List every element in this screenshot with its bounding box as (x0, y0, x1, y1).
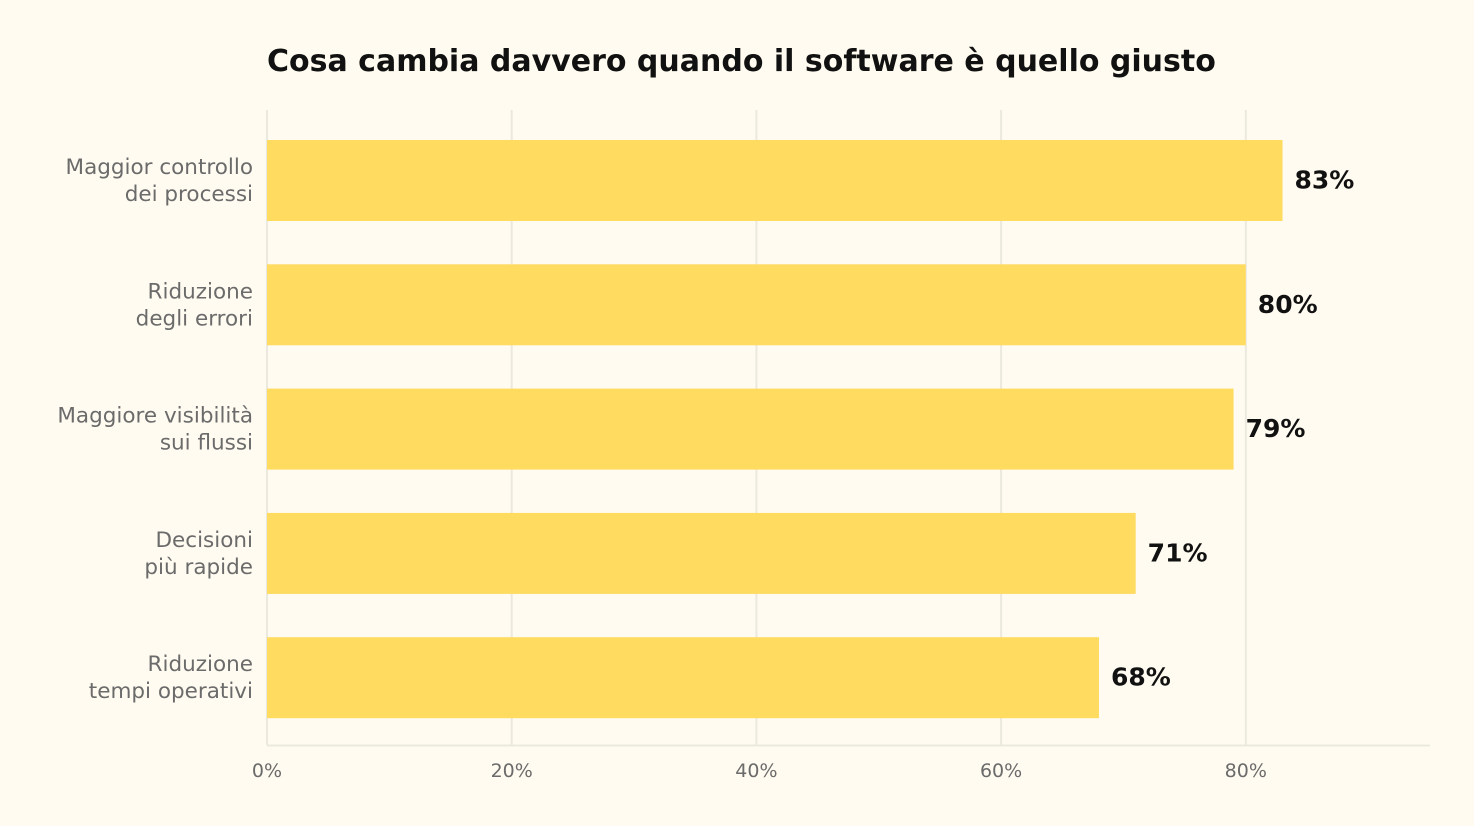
x-tick-label: 20% (491, 760, 533, 782)
bar (267, 140, 1283, 221)
chart-title: Cosa cambia davvero quando il software è… (267, 44, 1216, 79)
x-tick-label: 60% (980, 760, 1022, 782)
category-label: Riduzione tempi operativi (89, 652, 253, 704)
x-tick-label: 40% (735, 760, 777, 782)
x-tick-labels: 0% 20% 40% 60% 80% (252, 760, 1267, 782)
category-labels: Maggior controllo dei processi Riduzione de… (57, 155, 253, 704)
bar (267, 637, 1099, 719)
category-label: Decisioni più rapide (144, 528, 253, 580)
bars (267, 140, 1283, 719)
value-label: 79% (1246, 414, 1306, 443)
bar (267, 388, 1234, 470)
value-label: 71% (1148, 538, 1208, 567)
category-label: Riduzione degli errori (136, 279, 253, 331)
x-tick-label: 0% (252, 760, 282, 782)
bar (267, 512, 1136, 594)
category-label: Maggiore visibilità sui flussi (57, 404, 253, 456)
category-label: Maggior controllo dei processi (66, 155, 253, 207)
x-tick-label: 80% (1225, 760, 1267, 782)
value-label: 83% (1295, 166, 1355, 195)
value-labels: 83% 80% 79% 71% 68% (1111, 166, 1354, 692)
value-label: 80% (1258, 290, 1318, 319)
value-label: 68% (1111, 663, 1171, 692)
bar (267, 264, 1246, 346)
